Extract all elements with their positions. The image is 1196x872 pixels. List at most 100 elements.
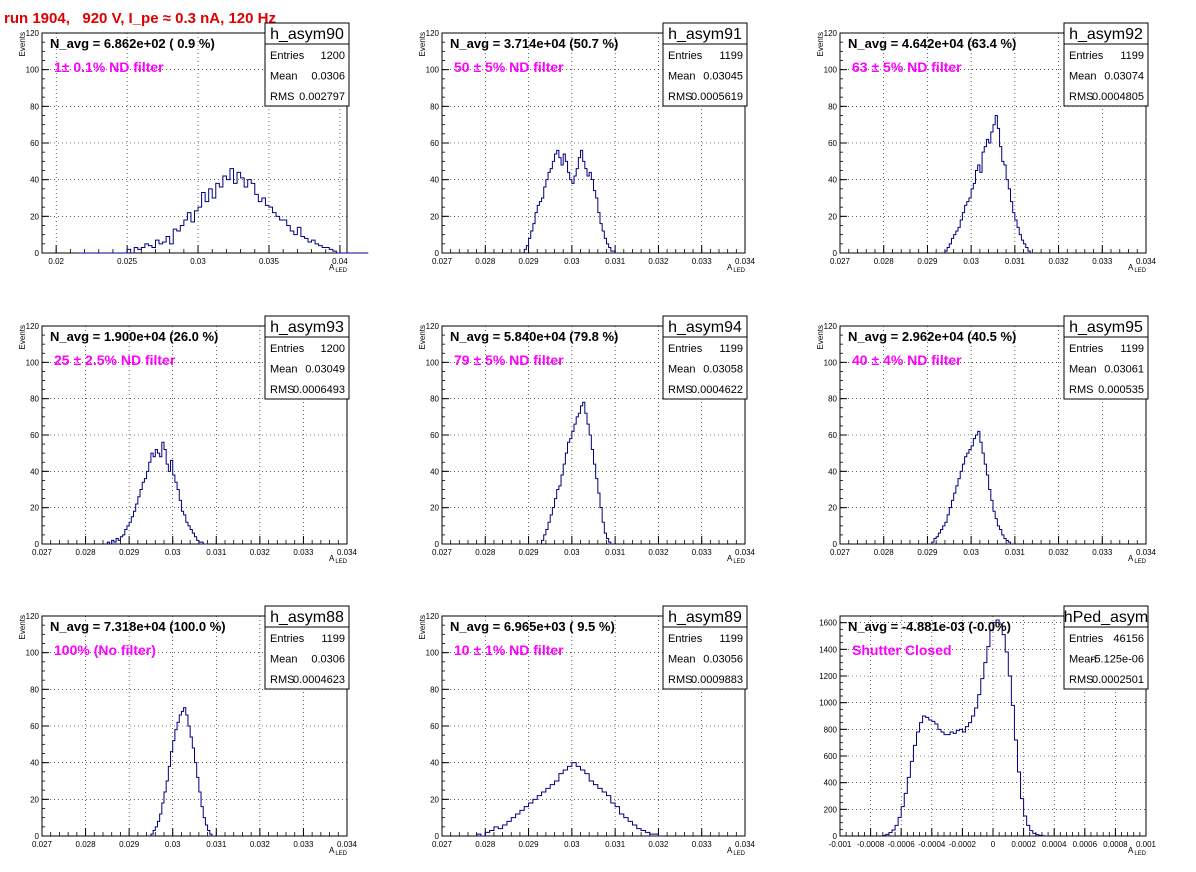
- stats-key-rms: RMS: [668, 674, 692, 686]
- stats-key-entries: Entries: [270, 633, 305, 645]
- y-tick-label: 100: [824, 66, 838, 75]
- stats-value-rms: 0.0006493: [293, 384, 345, 396]
- x-tick-label: 0.033: [692, 548, 713, 557]
- stats-title: h_asym90: [270, 26, 344, 43]
- y-tick-label: 60: [30, 722, 39, 731]
- navg-label: N_avg = 4.642e+04 (63.4 %): [848, 36, 1016, 51]
- y-tick-label: 80: [430, 102, 439, 111]
- y-tick-label: 60: [828, 139, 837, 148]
- y-axis-title: Events: [418, 325, 427, 349]
- filter-label: 63 ± 5% ND filter: [852, 59, 962, 75]
- x-tick-label: 0.0002: [1011, 840, 1036, 849]
- y-tick-label: 80: [430, 395, 439, 404]
- stats-value-entries: 1199: [321, 633, 345, 645]
- stats-title: h_asym89: [668, 609, 742, 626]
- filter-label: 50 ± 5% ND filter: [454, 59, 564, 75]
- y-tick-label: 60: [430, 139, 439, 148]
- stats-title: h_asym95: [1069, 319, 1143, 336]
- x-tick-label: 0.0008: [1103, 840, 1128, 849]
- stats-title: h_asym91: [668, 26, 742, 43]
- y-tick-label: 80: [30, 102, 39, 111]
- x-tick-label: 0.03: [963, 257, 979, 266]
- x-axis-title: ALED: [1128, 846, 1147, 857]
- navg-label: N_avg = -4.881e-03 (-0.0%): [848, 619, 1011, 634]
- x-tick-label: 0.027: [432, 840, 453, 849]
- stats-value-rms: 0.0004623: [293, 674, 345, 686]
- stats-value-rms: 0.0004805: [1092, 91, 1144, 103]
- x-tick-label: 0.029: [119, 840, 140, 849]
- stats-value-mean: 0.0306: [311, 71, 345, 83]
- x-tick-label: 0.03: [165, 548, 181, 557]
- x-axis-title: ALED: [329, 554, 348, 565]
- y-tick-label: 600: [824, 752, 838, 761]
- x-tick-label: 0.034: [1136, 548, 1157, 557]
- x-tick-label: 0.032: [1049, 548, 1070, 557]
- y-tick-label: 1200: [819, 672, 837, 681]
- stats-value-mean: 0.03045: [703, 71, 743, 83]
- y-tick-label: 80: [30, 685, 39, 694]
- x-tick-label: 0.033: [293, 840, 314, 849]
- x-tick-label: 0.032: [250, 548, 271, 557]
- stats-value-mean: 0.03058: [703, 364, 743, 376]
- y-tick-label: 40: [30, 176, 39, 185]
- stats-key-mean: Mean: [1069, 654, 1097, 666]
- y-tick-label: 80: [30, 395, 39, 404]
- x-tick-label: 0.028: [76, 840, 97, 849]
- histogram-line: [476, 762, 663, 837]
- stats-title: h_asym92: [1069, 26, 1143, 43]
- stats-key-rms: RMS: [270, 384, 294, 396]
- y-tick-label: 40: [430, 467, 439, 476]
- stats-box: [662, 315, 748, 400]
- y-tick-label: 120: [426, 322, 440, 331]
- y-tick-label: 40: [828, 467, 837, 476]
- y-tick-label: 120: [26, 322, 40, 331]
- y-tick-label: 60: [30, 431, 39, 440]
- stats-box: [264, 22, 350, 107]
- navg-label: N_avg = 7.318e+04 (100.0 %): [50, 619, 226, 634]
- x-tick-label: -0.001: [829, 840, 852, 849]
- stats-key-rms: RMS: [668, 384, 692, 396]
- y-tick-label: 120: [426, 612, 440, 621]
- stats-value-mean: 0.0306: [311, 654, 345, 666]
- x-tick-label: 0.032: [648, 548, 669, 557]
- histogram-line: [931, 430, 1013, 545]
- y-tick-label: 40: [430, 759, 439, 768]
- stats-key-rms: RMS: [1069, 674, 1093, 686]
- y-tick-label: 1000: [819, 699, 837, 708]
- y-tick-label: 0: [35, 540, 40, 549]
- stats-box: [662, 605, 748, 690]
- x-tick-label: 0.029: [519, 840, 540, 849]
- y-tick-label: 0: [35, 832, 40, 841]
- stats-value-mean: -5.125e-06: [1091, 654, 1144, 666]
- x-tick-label: -0.0004: [918, 840, 946, 849]
- x-tick-label: 0.03: [564, 840, 580, 849]
- y-axis-title: Events: [18, 325, 27, 349]
- x-tick-label: 0.031: [605, 548, 626, 557]
- histogram-panel-h_asym92: 0 20 40 60 80 100 120 0.027 0.028 0.029 0.03 0.031 0…: [816, 22, 1157, 274]
- y-tick-label: 100: [426, 66, 440, 75]
- y-tick-label: 0: [435, 249, 440, 258]
- stats-box: [1063, 605, 1149, 690]
- stats-key-rms: RMS: [270, 674, 294, 686]
- histogram-line: [106, 441, 208, 545]
- x-tick-label: 0.031: [605, 257, 626, 266]
- y-tick-label: 40: [828, 176, 837, 185]
- stats-key-mean: Mean: [1069, 364, 1097, 376]
- stats-title: h_asym94: [668, 319, 742, 336]
- x-tick-label: 0.0004: [1042, 840, 1067, 849]
- histogram-panel-hPed_asym: 0 200 400 600 800 1000 1200 1400 1600 -0.001 -0.00…: [819, 605, 1157, 857]
- stats-value-rms: 0.0009883: [691, 674, 743, 686]
- stats-value-entries: 1199: [719, 50, 743, 62]
- histogram-line: [77, 168, 369, 254]
- y-tick-label: 40: [30, 759, 39, 768]
- y-tick-label: 40: [30, 467, 39, 476]
- y-tick-label: 0: [435, 540, 440, 549]
- stats-key-entries: Entries: [668, 343, 703, 355]
- stats-value-mean: 0.03074: [1104, 71, 1144, 83]
- x-tick-label: 0.027: [432, 257, 453, 266]
- x-tick-label: 0.0006: [1073, 840, 1098, 849]
- y-tick-label: 100: [426, 649, 440, 658]
- navg-label: N_avg = 1.900e+04 (26.0 %): [50, 329, 218, 344]
- y-tick-label: 0: [833, 540, 838, 549]
- filter-label: 40 ± 4% ND filter: [852, 352, 962, 368]
